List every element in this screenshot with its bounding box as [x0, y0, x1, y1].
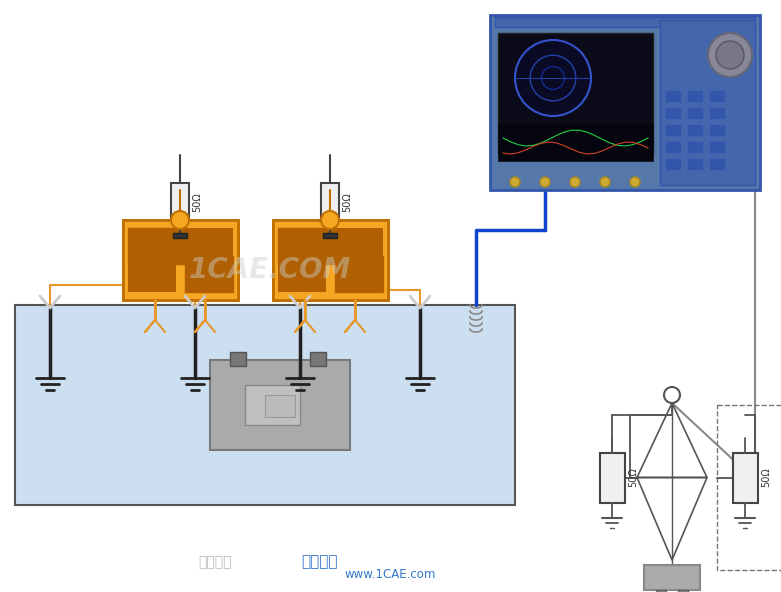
Bar [687, 90, 703, 102]
Text: 50Ω: 50Ω [761, 468, 771, 487]
Bar [128, 228, 233, 258]
Bar [665, 158, 681, 170]
Bar [278, 228, 383, 258]
Text: 50Ω: 50Ω [628, 468, 638, 487]
Polygon shape [128, 228, 233, 292]
Circle shape [540, 177, 550, 187]
Bar [265, 395, 295, 417]
Circle shape [664, 387, 680, 403]
Bar [709, 90, 725, 102]
Bar [273, 220, 388, 300]
Circle shape [600, 177, 610, 187]
Bar [687, 124, 703, 136]
Bar [310, 352, 326, 366]
Bar [709, 141, 725, 153]
Bar [171, 183, 189, 221]
Text: 50Ω: 50Ω [342, 192, 352, 212]
Bar [321, 183, 339, 221]
Bar [717, 405, 781, 570]
Bar [498, 123, 653, 161]
Bar [644, 565, 700, 590]
Text: 50Ω: 50Ω [192, 192, 202, 212]
Bar [210, 360, 350, 450]
Bar [687, 141, 703, 153]
Bar [709, 107, 725, 119]
Text: 1CAE.COM: 1CAE.COM [189, 256, 351, 284]
Bar [495, 17, 755, 27]
Bar [335, 228, 383, 292]
Bar [678, 590, 688, 592]
Circle shape [716, 41, 744, 69]
Bar [15, 305, 515, 505]
Bar [665, 124, 681, 136]
Text: www.1CAE.com: www.1CAE.com [344, 568, 436, 581]
Text: 仿真在线: 仿真在线 [301, 555, 338, 570]
Bar [278, 228, 326, 292]
Bar [230, 352, 246, 366]
Bar [273, 220, 388, 300]
Bar [687, 158, 703, 170]
Bar [123, 220, 238, 300]
Bar [600, 452, 625, 503]
Bar [709, 124, 725, 136]
Bar [490, 15, 760, 190]
Circle shape [708, 33, 752, 77]
Bar [660, 20, 755, 185]
Bar [128, 228, 176, 292]
Bar [185, 228, 233, 292]
Text: 射频微波: 射频微波 [198, 555, 232, 569]
Bar [245, 385, 300, 425]
Bar [687, 107, 703, 119]
Bar [498, 33, 653, 153]
Bar [665, 90, 681, 102]
Circle shape [321, 211, 339, 229]
Bar [665, 107, 681, 119]
Circle shape [515, 40, 591, 116]
Circle shape [630, 177, 640, 187]
Polygon shape [278, 228, 383, 292]
Bar [323, 233, 337, 238]
Bar [665, 141, 681, 153]
Bar [173, 233, 187, 238]
Bar [733, 452, 758, 503]
Bar [709, 158, 725, 170]
Circle shape [171, 211, 189, 229]
Bar [123, 220, 238, 300]
Bar [656, 590, 666, 592]
Circle shape [510, 177, 520, 187]
Circle shape [570, 177, 580, 187]
